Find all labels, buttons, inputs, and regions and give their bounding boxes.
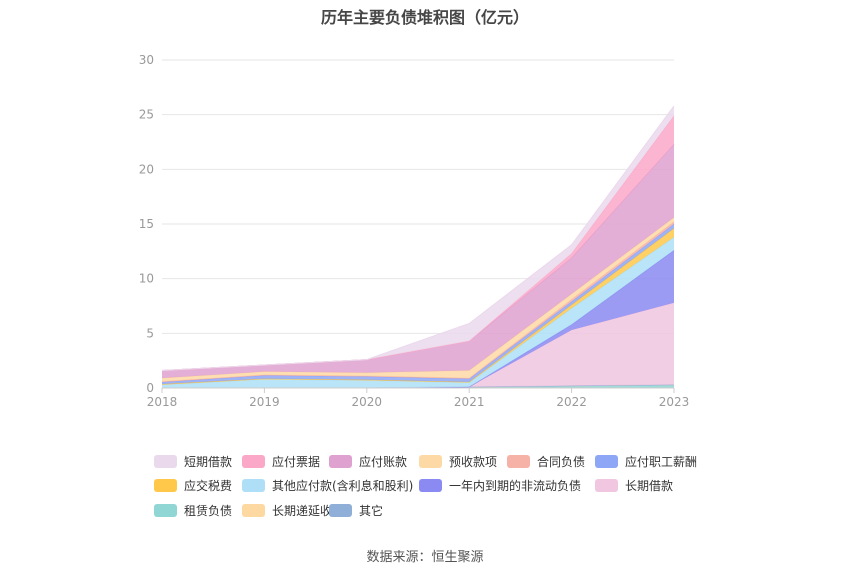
- area-series-应付职工薪酬: [162, 224, 674, 385]
- legend-swatch: [507, 454, 530, 468]
- y-tick-label: 0: [146, 381, 154, 395]
- area-series-长期借款: [162, 302, 674, 388]
- area-series-其他应付款(含利息和股利): [162, 237, 674, 388]
- legend-item[interactable]: 租赁负债: [154, 502, 232, 519]
- legend-item[interactable]: 其他应付款(含利息和股利): [242, 477, 413, 494]
- area-series-应交税费: [162, 228, 674, 385]
- legend-swatch: [242, 454, 265, 468]
- x-tick-label: 2022: [556, 395, 587, 409]
- axis-layer: 0 5 10 15 20 25 30 2018 2019 2020 2021 2022 2023: [139, 53, 690, 409]
- x-tick-label: 2020: [352, 395, 383, 409]
- legend-swatch: [419, 479, 442, 493]
- chart-title: 历年主要负债堆积图（亿元）: [320, 8, 529, 27]
- area-series-预收款项: [162, 217, 674, 382]
- y-tick-label: 30: [139, 53, 154, 67]
- legend-row: 短期借款 应付票据 应付账款 预收款项 合同负债 应付职工薪酬: [154, 449, 714, 474]
- legend-label: 应付票据: [272, 454, 321, 469]
- y-tick-label: 15: [139, 217, 154, 231]
- legend: 短期借款 应付票据 应付账款 预收款项 合同负债 应付职工薪酬应交税费 其他应付款(含利息和…: [154, 449, 714, 523]
- area-series-租赁负债: [162, 384, 674, 388]
- legend-item[interactable]: 长期借款: [595, 477, 673, 494]
- y-tick-label: 20: [139, 162, 154, 176]
- legend-item[interactable]: 其它: [329, 502, 383, 519]
- legend-swatch: [154, 479, 177, 493]
- legend-item[interactable]: 应付票据: [242, 453, 320, 470]
- legend-label: 预收款项: [449, 454, 498, 469]
- legend-swatch: [329, 454, 352, 468]
- legend-label: 长期递延收益: [272, 503, 345, 518]
- series-line-短期借款: [161, 105, 675, 372]
- legend-swatch: [595, 454, 618, 468]
- legend-item[interactable]: 合同负债: [507, 453, 585, 470]
- legend-swatch: [595, 479, 618, 493]
- legend-item[interactable]: 应交税费: [154, 477, 232, 494]
- legend-swatch: [419, 454, 442, 468]
- source-note: 数据来源：恒生聚源: [366, 550, 484, 565]
- area-series-应付账款: [162, 144, 674, 379]
- y-tick-label: 10: [139, 272, 154, 286]
- legend-item[interactable]: 一年内到期的非流动负债: [419, 477, 581, 494]
- y-tick-label: 25: [139, 108, 154, 122]
- x-tick-label: 2021: [454, 395, 485, 409]
- legend-swatch: [242, 503, 265, 517]
- legend-label: 其他应付款(含利息和股利): [272, 479, 414, 494]
- legend-label: 应付职工薪酬: [625, 454, 698, 469]
- legend-item[interactable]: 预收款项: [419, 453, 497, 470]
- legend-label: 短期借款: [184, 454, 233, 469]
- legend-swatch: [242, 479, 265, 493]
- area-layer: [161, 105, 675, 389]
- legend-label: 应交税费: [184, 479, 233, 494]
- legend-swatch: [329, 503, 352, 517]
- legend-label: 一年内到期的非流动负债: [449, 479, 582, 494]
- x-tick-label: 2018: [147, 395, 178, 409]
- y-tick-label: 5: [146, 326, 154, 340]
- legend-label: 其它: [359, 503, 384, 518]
- legend-item[interactable]: 应付账款: [329, 453, 407, 470]
- x-tick-label: 2023: [659, 395, 690, 409]
- legend-label: 应付账款: [359, 454, 408, 469]
- legend-item[interactable]: 长期递延收益: [242, 502, 344, 519]
- legend-label: 合同负债: [537, 454, 586, 469]
- legend-item[interactable]: 短期借款: [154, 453, 232, 470]
- legend-row: 租赁负债 长期递延收益 其它: [154, 498, 714, 523]
- legend-swatch: [154, 454, 177, 468]
- legend-swatch: [154, 503, 177, 517]
- x-tick-label: 2019: [249, 395, 280, 409]
- legend-row: 应交税费 其他应付款(含利息和股利) 一年内到期的非流动负债 长期借款: [154, 474, 714, 499]
- legend-label: 长期借款: [625, 479, 674, 494]
- legend-label: 租赁负债: [184, 503, 233, 518]
- legend-item[interactable]: 应付职工薪酬: [595, 453, 697, 470]
